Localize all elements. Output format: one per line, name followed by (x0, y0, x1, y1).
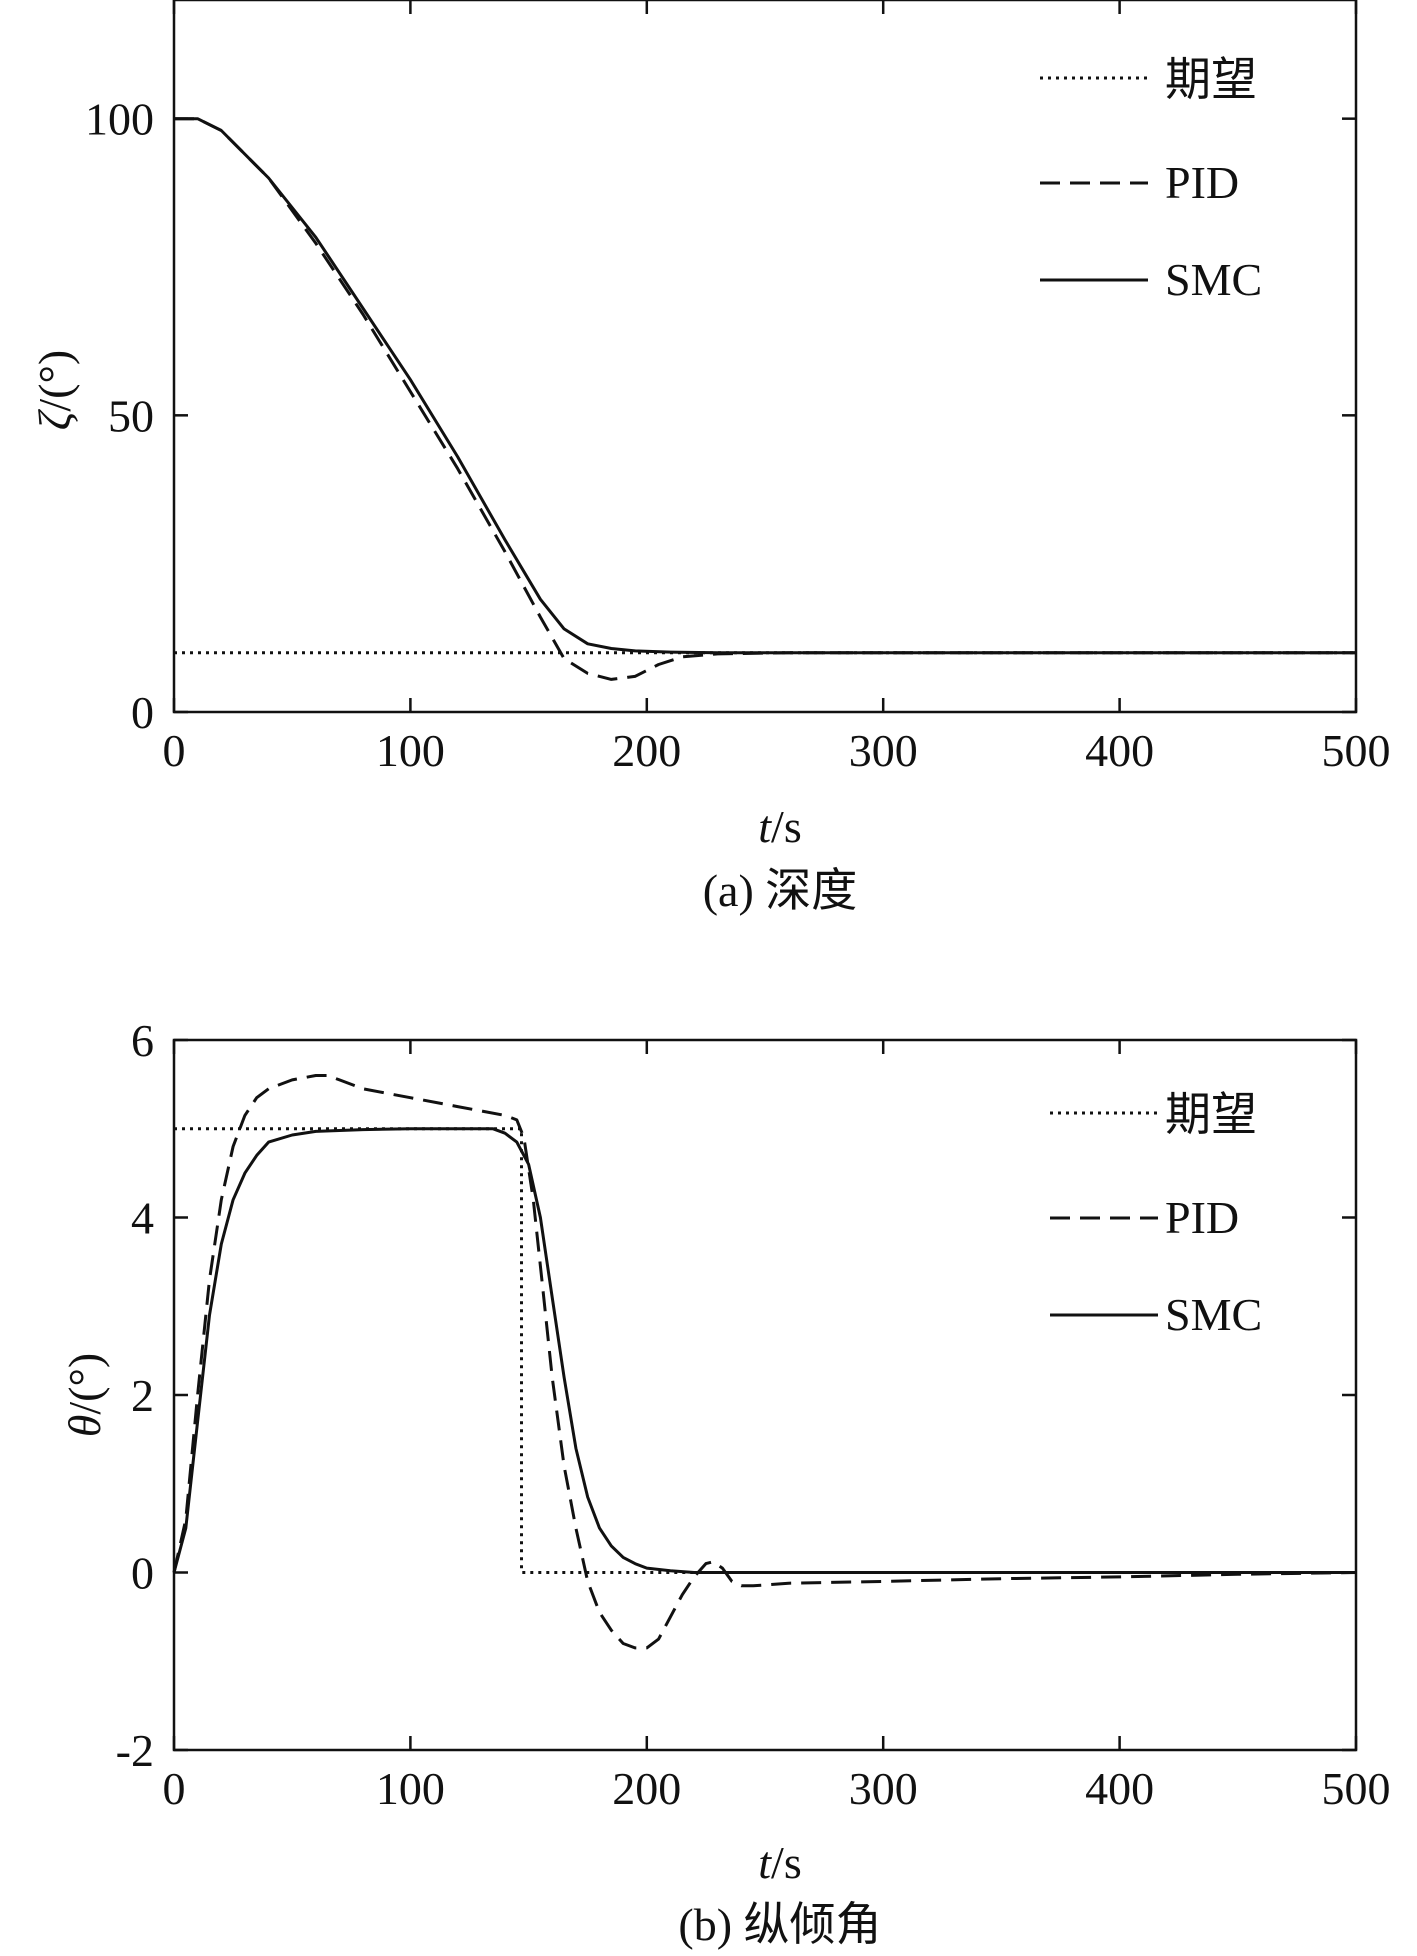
x-tick-label: 500 (1322, 1763, 1391, 1814)
pitch-chart-frame (172, 1038, 1358, 1752)
x-tick-label: 0 (163, 1763, 186, 1814)
series-line-smc (172, 1127, 1356, 1574)
y-tick-label: 2 (131, 1370, 154, 1421)
pitch-chart-xlabel-var: t (758, 1837, 772, 1888)
pitch-chart-ylabel-var: θ (59, 1415, 110, 1438)
depth-chart-caption: (a) 深度 (703, 865, 858, 916)
x-tick-label: 300 (849, 1763, 918, 1814)
x-tick-label: 500 (1322, 725, 1391, 776)
legend-label-pid: PID (1165, 1192, 1239, 1243)
x-tick-label: 200 (612, 1763, 681, 1814)
legend-label-desired: 期望 (1165, 1089, 1257, 1140)
y-tick-label: 4 (131, 1193, 154, 1244)
series-line-smc (174, 117, 1356, 655)
pitch-chart-ylabel: θ/(°) (59, 1353, 110, 1437)
pitch-chart-series (172, 1074, 1357, 1650)
y-tick-label: 100 (85, 94, 154, 145)
x-tick-label: 100 (376, 1763, 445, 1814)
x-tick-label: 300 (849, 725, 918, 776)
y-tick-label: -2 (116, 1725, 154, 1776)
y-tick-label: 50 (108, 390, 154, 441)
legend-label-smc: SMC (1165, 1289, 1262, 1340)
legend-label-desired: 期望 (1165, 54, 1257, 105)
x-tick-label: 200 (612, 725, 681, 776)
depth-chart-ylabel: ζ/(°) (29, 350, 80, 430)
y-tick-label: 0 (131, 1548, 154, 1599)
pitch-chart-caption: (b) 纵倾角 (678, 1899, 881, 1950)
legend-label-pid: PID (1165, 157, 1239, 208)
depth-chart: 0 100 200 300 400 500 0 50 100 期望 PID SMC t/s (a… (29, 0, 1391, 916)
y-tick-label: 0 (131, 687, 154, 738)
legend-label-smc: SMC (1165, 254, 1262, 305)
x-tick-label: 400 (1085, 725, 1154, 776)
depth-chart-ticks: 0 100 200 300 400 500 0 50 100 (85, 0, 1391, 776)
pitch-chart-xlabel: t/s (758, 1837, 801, 1888)
y-tick-label: 6 (131, 1015, 154, 1066)
depth-chart-ylabel-unit: /(°) (29, 350, 80, 412)
x-tick-label: 400 (1085, 1763, 1154, 1814)
pitch-chart-legend: 期望 PID SMC (1050, 1089, 1262, 1340)
depth-chart-series (174, 117, 1356, 681)
depth-chart-xlabel: t/s (758, 801, 801, 852)
pitch-chart-ylabel-unit: /(°) (59, 1353, 110, 1415)
pitch-chart-xlabel-unit: /s (771, 1837, 802, 1888)
depth-chart-xlabel-unit: /s (771, 801, 802, 852)
depth-chart-frame (172, 0, 1358, 714)
series-line-pid (172, 1074, 1357, 1650)
x-tick-label: 0 (163, 725, 186, 776)
depth-chart-legend: 期望 PID SMC (1040, 54, 1262, 305)
x-tick-label: 100 (376, 725, 445, 776)
depth-chart-xlabel-var: t (758, 801, 772, 852)
depth-chart-ylabel-var: ζ (29, 408, 80, 430)
